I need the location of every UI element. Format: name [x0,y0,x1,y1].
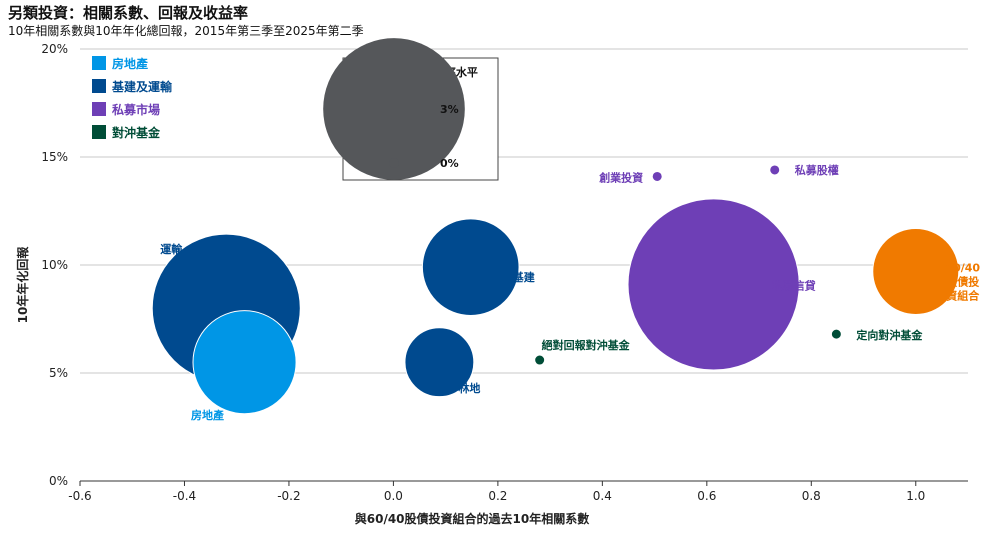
point-label-line: 60/40 [945,261,980,274]
legend-label: 房地產 [112,56,148,71]
point-label: 定向對沖基金 [856,328,923,342]
size-legend-label: 3% [440,103,459,116]
x-tick-label: 1.0 [906,489,925,503]
bubble [192,310,297,415]
y-tick-label: 10% [41,258,68,272]
point-label: 私募信貸 [772,278,816,292]
legend-swatch [92,79,106,93]
bubble [534,354,546,366]
x-tick-label: 0.4 [593,489,612,503]
bubbles [151,164,960,415]
point-label: 絕對回報對沖基金 [542,338,631,352]
point-label: 私募股權 [795,163,839,177]
y-tick-label: 5% [49,366,68,380]
point-label-line: 資組合 [946,288,980,302]
point-label: 創業投資 [598,170,643,184]
bubble [627,198,800,371]
x-tick-label: -0.4 [173,489,196,503]
y-tick-label: 20% [41,42,68,56]
legend-label: 基建及運輸 [111,79,173,94]
size-legend-label: 0% [440,157,459,170]
legend-swatch [92,56,106,70]
point-label: 林地 [458,381,480,395]
chart-title: 另類投資：相關系數、回報及收益率 [8,4,249,22]
bubble [651,170,663,182]
bubble [830,328,842,340]
legend-swatch [92,102,106,116]
x-axis-title: 與60/40股債投資組合的過去10年相關系數 [355,511,589,526]
size-legend: 圓圈大小 = 收益率水平3%0% [323,38,499,181]
legend-swatch [92,125,106,139]
size-legend-bubble [323,38,465,180]
point-label: 運輸 [160,242,183,256]
chart-subtitle: 10年相關系數與10年年化總回報，2015年第三季至2025年第二季 [8,24,364,38]
point-label: 房地產 [191,408,224,422]
bubble [421,218,520,316]
x-tick-label: -0.2 [277,489,300,503]
x-tick-label: -0.6 [68,489,91,503]
legend-label: 私募市場 [111,102,160,117]
y-tick-label: 0% [49,474,68,488]
point-label-line: 股債投 [946,274,979,288]
x-tick-label: 0.6 [697,489,716,503]
legend-label: 對沖基金 [112,125,161,140]
x-tick-label: 0.2 [488,489,507,503]
bubble [872,227,960,315]
x-tick-label: 0.0 [384,489,403,503]
x-tick-label: 0.8 [802,489,821,503]
bubble [769,164,781,176]
point-label: 60/40 股債投資組合 [945,261,980,302]
axes: 0% 5% 10% 15% 20% -0.6 -0.4 -0.2 0.0 0.2 0.4 0.6 0.8… [15,42,968,526]
y-tick-label: 15% [41,150,68,164]
point-label: 基建 [512,270,536,284]
y-axis-title: 10年年化回報 [15,246,30,324]
size-legend-bubble [389,158,399,168]
bubble [404,327,475,398]
